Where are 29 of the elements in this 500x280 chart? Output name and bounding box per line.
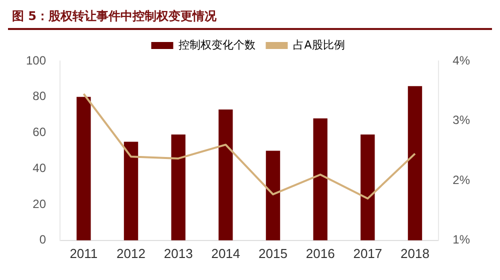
x-tick-label: 2017 xyxy=(353,246,382,261)
x-tick-label: 2015 xyxy=(258,246,288,261)
y-tick-label: 60 xyxy=(32,125,46,140)
x-tick-label: 2014 xyxy=(211,246,240,261)
x-tick-label: 2016 xyxy=(306,246,335,261)
x-tick-label: 2012 xyxy=(116,246,146,261)
y-tick-label: 0 xyxy=(39,232,46,247)
y-tick-label: 80 xyxy=(32,89,46,104)
bar xyxy=(124,142,138,240)
x-tick-label: 2018 xyxy=(400,246,430,261)
y2-tick-label: 4% xyxy=(452,53,470,68)
x-tick-label: 2011 xyxy=(70,246,98,261)
y-tick-label: 40 xyxy=(32,160,46,175)
legend-label: 控制权变化个数 xyxy=(178,38,256,52)
bar xyxy=(218,109,233,240)
chart-title: 图 5：股权转让事件中控制权变更情况 xyxy=(8,8,492,30)
y2-tick-label: 2% xyxy=(452,172,470,187)
bar xyxy=(313,118,328,240)
legend-label: 占A股比例 xyxy=(293,38,345,52)
bar xyxy=(266,150,280,240)
y2-tick-label: 3% xyxy=(452,113,470,128)
y-tick-label: 100 xyxy=(26,53,46,68)
y-tick-label: 20 xyxy=(32,196,46,211)
bar xyxy=(171,134,186,240)
bar xyxy=(76,96,91,240)
bar xyxy=(360,134,375,240)
y2-tick-label: 1% xyxy=(452,232,470,247)
x-tick-label: 2013 xyxy=(164,246,193,261)
bar xyxy=(408,86,422,240)
